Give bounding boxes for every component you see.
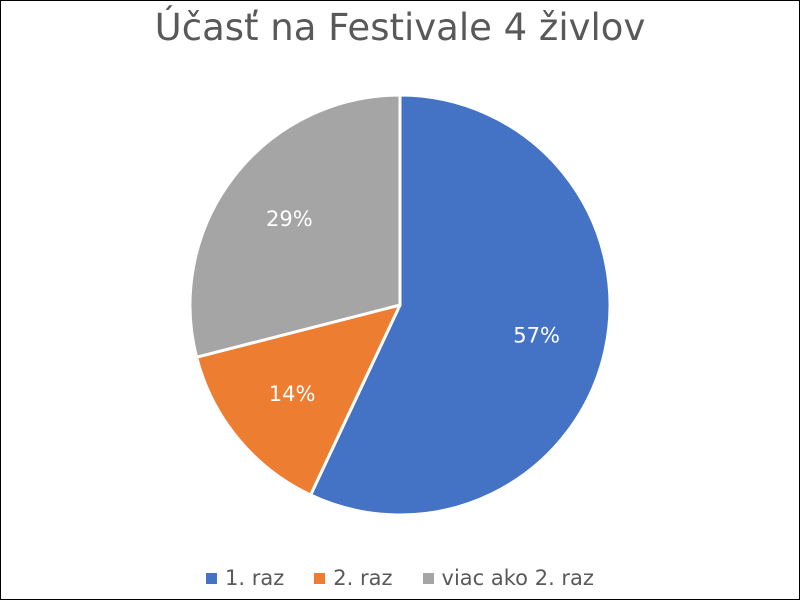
legend-swatch-more-than-twice: [422, 572, 434, 584]
legend-item-more-than-twice: viac ako 2. raz: [422, 566, 594, 590]
legend-item-first-time: 1. raz: [206, 566, 284, 590]
pie-slice-more-than-twice: [188, 93, 402, 359]
legend-item-second-time: 2. raz: [314, 566, 393, 590]
pie-slice-second-time: [195, 303, 402, 497]
legend: 1. raz 2. raz viac ako 2. raz: [0, 566, 800, 590]
legend-swatch-first-time: [206, 572, 218, 584]
slice-label-first-time: 57%: [513, 324, 560, 348]
slice-label-second-time: 14%: [269, 382, 316, 406]
pie-slice-labels: 57% 14% 29%: [266, 207, 560, 406]
legend-label-second-time: 2. raz: [333, 566, 393, 590]
chart-title: Účasť na Festivale 4 živlov: [154, 6, 646, 49]
legend-label-first-time: 1. raz: [225, 566, 285, 590]
slice-label-more-than-twice: 29%: [266, 207, 313, 231]
legend-label-more-than-twice: viac ako 2. raz: [441, 566, 594, 590]
legend-swatch-second-time: [314, 572, 326, 584]
pie-slice-first-time: [309, 93, 612, 517]
pie-slices: [188, 93, 612, 517]
